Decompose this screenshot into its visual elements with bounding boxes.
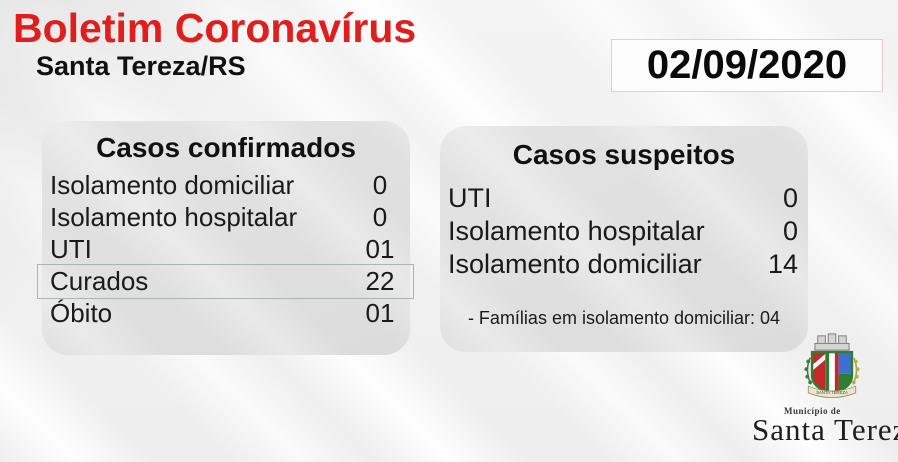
confirmed-rows: Isolamento domiciliar 0 Isolamento hospi… — [50, 169, 402, 329]
row-label: Isolamento hospitalar — [50, 202, 298, 232]
confirmed-cases-panel: Casos confirmados Isolamento domiciliar … — [42, 121, 410, 355]
row-label: Óbito — [50, 298, 113, 328]
row-value: 01 — [365, 234, 395, 264]
table-row-curados-highlighted: Curados 22 — [50, 265, 402, 297]
row-value: 22 — [365, 266, 395, 296]
date-box: 02/09/2020 — [611, 39, 883, 92]
suspected-rows: UTI 0 Isolamento hospitalar 0 Isolamento… — [448, 182, 800, 329]
bulletin-date: 02/09/2020 — [646, 43, 848, 87]
confirmed-panel-title: Casos confirmados — [96, 132, 356, 163]
page-subtitle: Santa Tereza/RS — [36, 51, 246, 81]
page-title: Boletim Coronavírus — [13, 5, 417, 51]
table-row: UTI 01 — [50, 233, 402, 265]
row-label: Isolamento domiciliar — [448, 249, 702, 279]
row-value: 0 — [782, 183, 798, 213]
row-label: UTI — [50, 234, 92, 264]
row-value: 0 — [372, 202, 388, 232]
santa-tereza-coat-of-arms-icon: SANTA TEREZA — [804, 333, 860, 398]
table-row: UTI 0 — [448, 182, 800, 215]
row-value: 0 — [372, 170, 388, 200]
table-row: Isolamento domiciliar 14 — [448, 248, 800, 281]
row-value: 14 — [767, 249, 798, 279]
suspected-cases-panel: Casos suspeitos UTI 0 Isolamento hospita… — [440, 126, 808, 352]
municipality-label: Município de — [784, 406, 841, 416]
table-row: Isolamento hospitalar 0 — [50, 201, 402, 233]
table-row: Isolamento domiciliar 0 — [50, 169, 402, 201]
table-row: Óbito 01 — [50, 297, 402, 329]
row-label: Curados — [50, 266, 149, 296]
row-value: 0 — [782, 216, 798, 246]
row-label: UTI — [448, 183, 492, 213]
table-row: Isolamento hospitalar 0 — [448, 215, 800, 248]
crest-banner-text: SANTA TEREZA — [816, 390, 848, 395]
families-isolation-note: - Famílias em isolamento domiciliar: 04 — [467, 308, 781, 328]
row-value: 01 — [365, 298, 395, 328]
suspected-panel-title: Casos suspeitos — [512, 139, 736, 170]
municipality-wordmark: Santa Tereza — [752, 412, 898, 447]
row-label: Isolamento hospitalar — [448, 216, 705, 246]
row-label: Isolamento domiciliar — [50, 170, 295, 200]
